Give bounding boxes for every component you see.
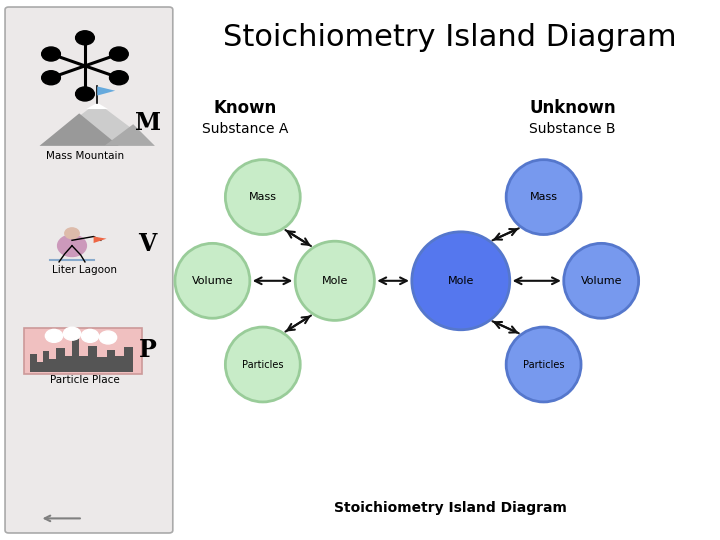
Text: Mole: Mole [322, 276, 348, 286]
Polygon shape [37, 362, 43, 372]
Text: V: V [138, 232, 157, 256]
Circle shape [42, 71, 60, 85]
Text: M: M [135, 111, 161, 135]
Ellipse shape [506, 160, 581, 234]
Text: Particles: Particles [242, 360, 284, 369]
Text: Known: Known [213, 99, 276, 117]
Ellipse shape [225, 327, 300, 402]
Circle shape [109, 47, 128, 61]
Ellipse shape [564, 244, 639, 318]
Polygon shape [97, 86, 115, 96]
Polygon shape [86, 103, 108, 109]
Text: Mass: Mass [249, 192, 276, 202]
Polygon shape [115, 356, 124, 372]
Polygon shape [97, 357, 107, 372]
FancyBboxPatch shape [5, 7, 173, 533]
Circle shape [45, 329, 63, 342]
Text: Mass: Mass [530, 192, 557, 202]
Circle shape [109, 71, 128, 85]
Circle shape [99, 331, 117, 344]
Text: Particles: Particles [523, 360, 564, 369]
Polygon shape [104, 124, 155, 146]
Circle shape [76, 87, 94, 101]
Polygon shape [79, 356, 88, 372]
Polygon shape [124, 347, 133, 372]
Polygon shape [43, 351, 49, 372]
Text: Particle Place: Particle Place [50, 375, 120, 385]
Circle shape [65, 228, 79, 239]
Ellipse shape [225, 160, 300, 234]
Text: Mole: Mole [448, 276, 474, 286]
Ellipse shape [295, 241, 374, 320]
Polygon shape [107, 350, 115, 372]
Polygon shape [88, 346, 97, 372]
Text: Stoichiometry Island Diagram: Stoichiometry Island Diagram [333, 501, 567, 515]
Circle shape [58, 235, 86, 256]
Text: Volume: Volume [580, 276, 622, 286]
Ellipse shape [412, 232, 510, 330]
Polygon shape [40, 113, 119, 146]
Polygon shape [40, 103, 155, 146]
Polygon shape [49, 359, 56, 372]
Text: Stoichiometry Island Diagram: Stoichiometry Island Diagram [223, 23, 677, 52]
Circle shape [63, 327, 81, 340]
Ellipse shape [506, 327, 581, 402]
Polygon shape [30, 354, 37, 372]
Text: Unknown: Unknown [529, 99, 616, 117]
Polygon shape [94, 237, 107, 243]
Circle shape [81, 329, 99, 342]
Text: Liter Lagoon: Liter Lagoon [53, 265, 117, 275]
Text: Substance A: Substance A [202, 122, 288, 136]
Polygon shape [72, 338, 79, 372]
Text: Substance B: Substance B [529, 122, 616, 136]
Ellipse shape [175, 244, 250, 318]
Polygon shape [56, 348, 65, 372]
Circle shape [42, 47, 60, 61]
Text: Volume: Volume [192, 276, 233, 286]
Polygon shape [65, 356, 72, 372]
Text: Mass Mountain: Mass Mountain [46, 151, 124, 160]
FancyBboxPatch shape [24, 328, 142, 374]
Text: P: P [139, 338, 156, 362]
Circle shape [76, 31, 94, 45]
